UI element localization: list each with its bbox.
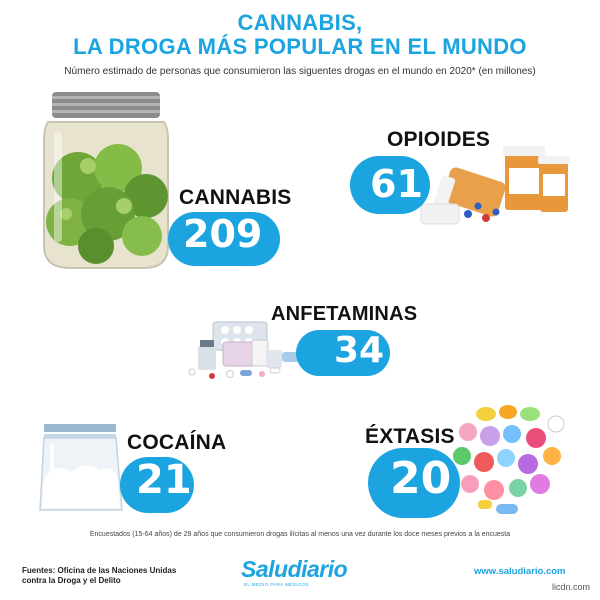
value-extasis: 20 xyxy=(390,453,452,504)
bar-extasis xyxy=(368,448,460,518)
bar-anfetaminas xyxy=(296,330,390,376)
ecstasy-pills-icon xyxy=(453,405,565,514)
value-cocaina: 21 xyxy=(136,457,192,503)
logo-tagline: EL MEDIO PARA MÉDICOS xyxy=(244,582,309,587)
value-opioides: 61 xyxy=(370,162,423,206)
amphetamines-blister-icon xyxy=(188,321,302,379)
saludiario-logo: Saludiario xyxy=(241,556,348,582)
subtitle: Número estimado de personas que consumie… xyxy=(64,66,536,77)
title-line-1: CANNABIS, xyxy=(237,10,363,35)
opioids-bottles-icon xyxy=(420,146,570,225)
label-anfetaminas: ANFETAMINAS xyxy=(271,303,418,325)
value-cannabis: 209 xyxy=(183,212,263,256)
cocaine-bag-icon xyxy=(39,424,123,511)
value-anfetaminas: 34 xyxy=(334,330,385,371)
label-cocaina: COCAÍNA xyxy=(127,431,227,454)
footnote: Encuestados (15-64 años) de 29 años que … xyxy=(89,531,511,538)
sources-text: Fuentes: Oficina de las Naciones Unidas … xyxy=(22,566,177,585)
watermark: licdn.com xyxy=(552,582,591,592)
label-cannabis: CANNABIS xyxy=(179,186,292,209)
label-extasis: ÉXTASIS xyxy=(365,425,455,448)
website-link[interactable]: www.saludiario.com xyxy=(474,566,566,577)
bar-opioides xyxy=(350,156,430,214)
bar-cannabis xyxy=(168,212,280,266)
bar-cocaina xyxy=(120,457,194,513)
cannabis-jar-icon xyxy=(43,92,169,269)
label-opioides: OPIOIDES xyxy=(387,128,491,151)
title-line-2: LA DROGA MÁS POPULAR EN EL MUNDO xyxy=(73,34,527,59)
